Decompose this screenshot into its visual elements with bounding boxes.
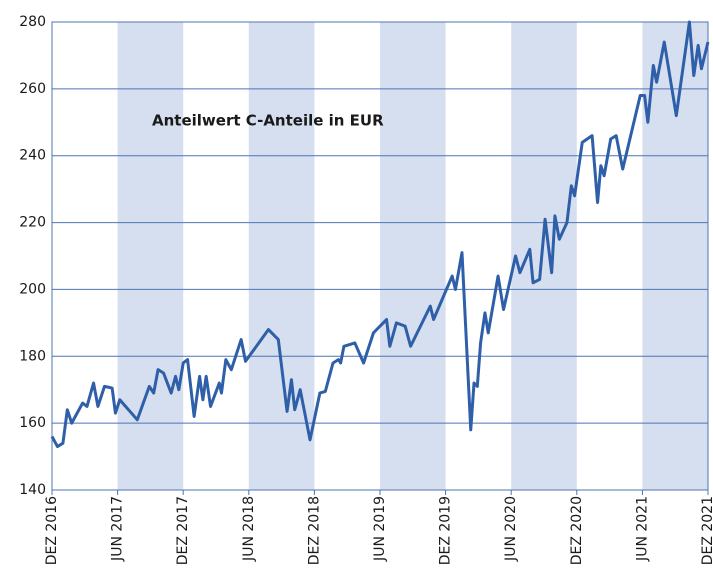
data-line	[50, 20, 710, 449]
x-tick-label: JUN 2020	[503, 496, 519, 562]
shaded-band	[380, 22, 446, 490]
y-tick-label: 180	[19, 348, 46, 364]
x-tick-label: DEZ 2017	[175, 496, 191, 565]
x-tick-label: DEZ 2021	[700, 496, 713, 565]
x-tick-label: JUN 2018	[241, 496, 257, 562]
y-tick-label: 240	[19, 148, 46, 164]
shaded-band	[117, 22, 184, 490]
x-tick-label: JUN 2017	[110, 496, 126, 562]
plot-frame	[51, 21, 709, 491]
y-tick-label: 260	[19, 81, 46, 97]
y-tick-label: 140	[19, 482, 46, 498]
x-tick-label: DEZ 2020	[569, 496, 585, 565]
x-tick-label: DEZ 2019	[438, 496, 454, 565]
x-tick-label: DEZ 2018	[306, 496, 322, 565]
y-tick-label: 280	[19, 14, 46, 30]
x-tick-label: JUN 2019	[372, 496, 388, 562]
x-tick-label: DEZ 2016	[44, 496, 60, 565]
y-tick-label: 160	[19, 415, 46, 431]
shaded-band	[248, 22, 315, 490]
plot: 140 160 180 200 220 240 260 280 DEZ 2016 JUN 2017…	[19, 14, 713, 565]
y-tick-label: 220	[19, 215, 46, 231]
chart-title: Anteilwert C-Anteile in EUR	[152, 112, 384, 130]
x-tick-label: JUN 2021	[634, 496, 650, 562]
shaded-band	[511, 22, 577, 490]
y-tick-label: 200	[19, 281, 46, 297]
